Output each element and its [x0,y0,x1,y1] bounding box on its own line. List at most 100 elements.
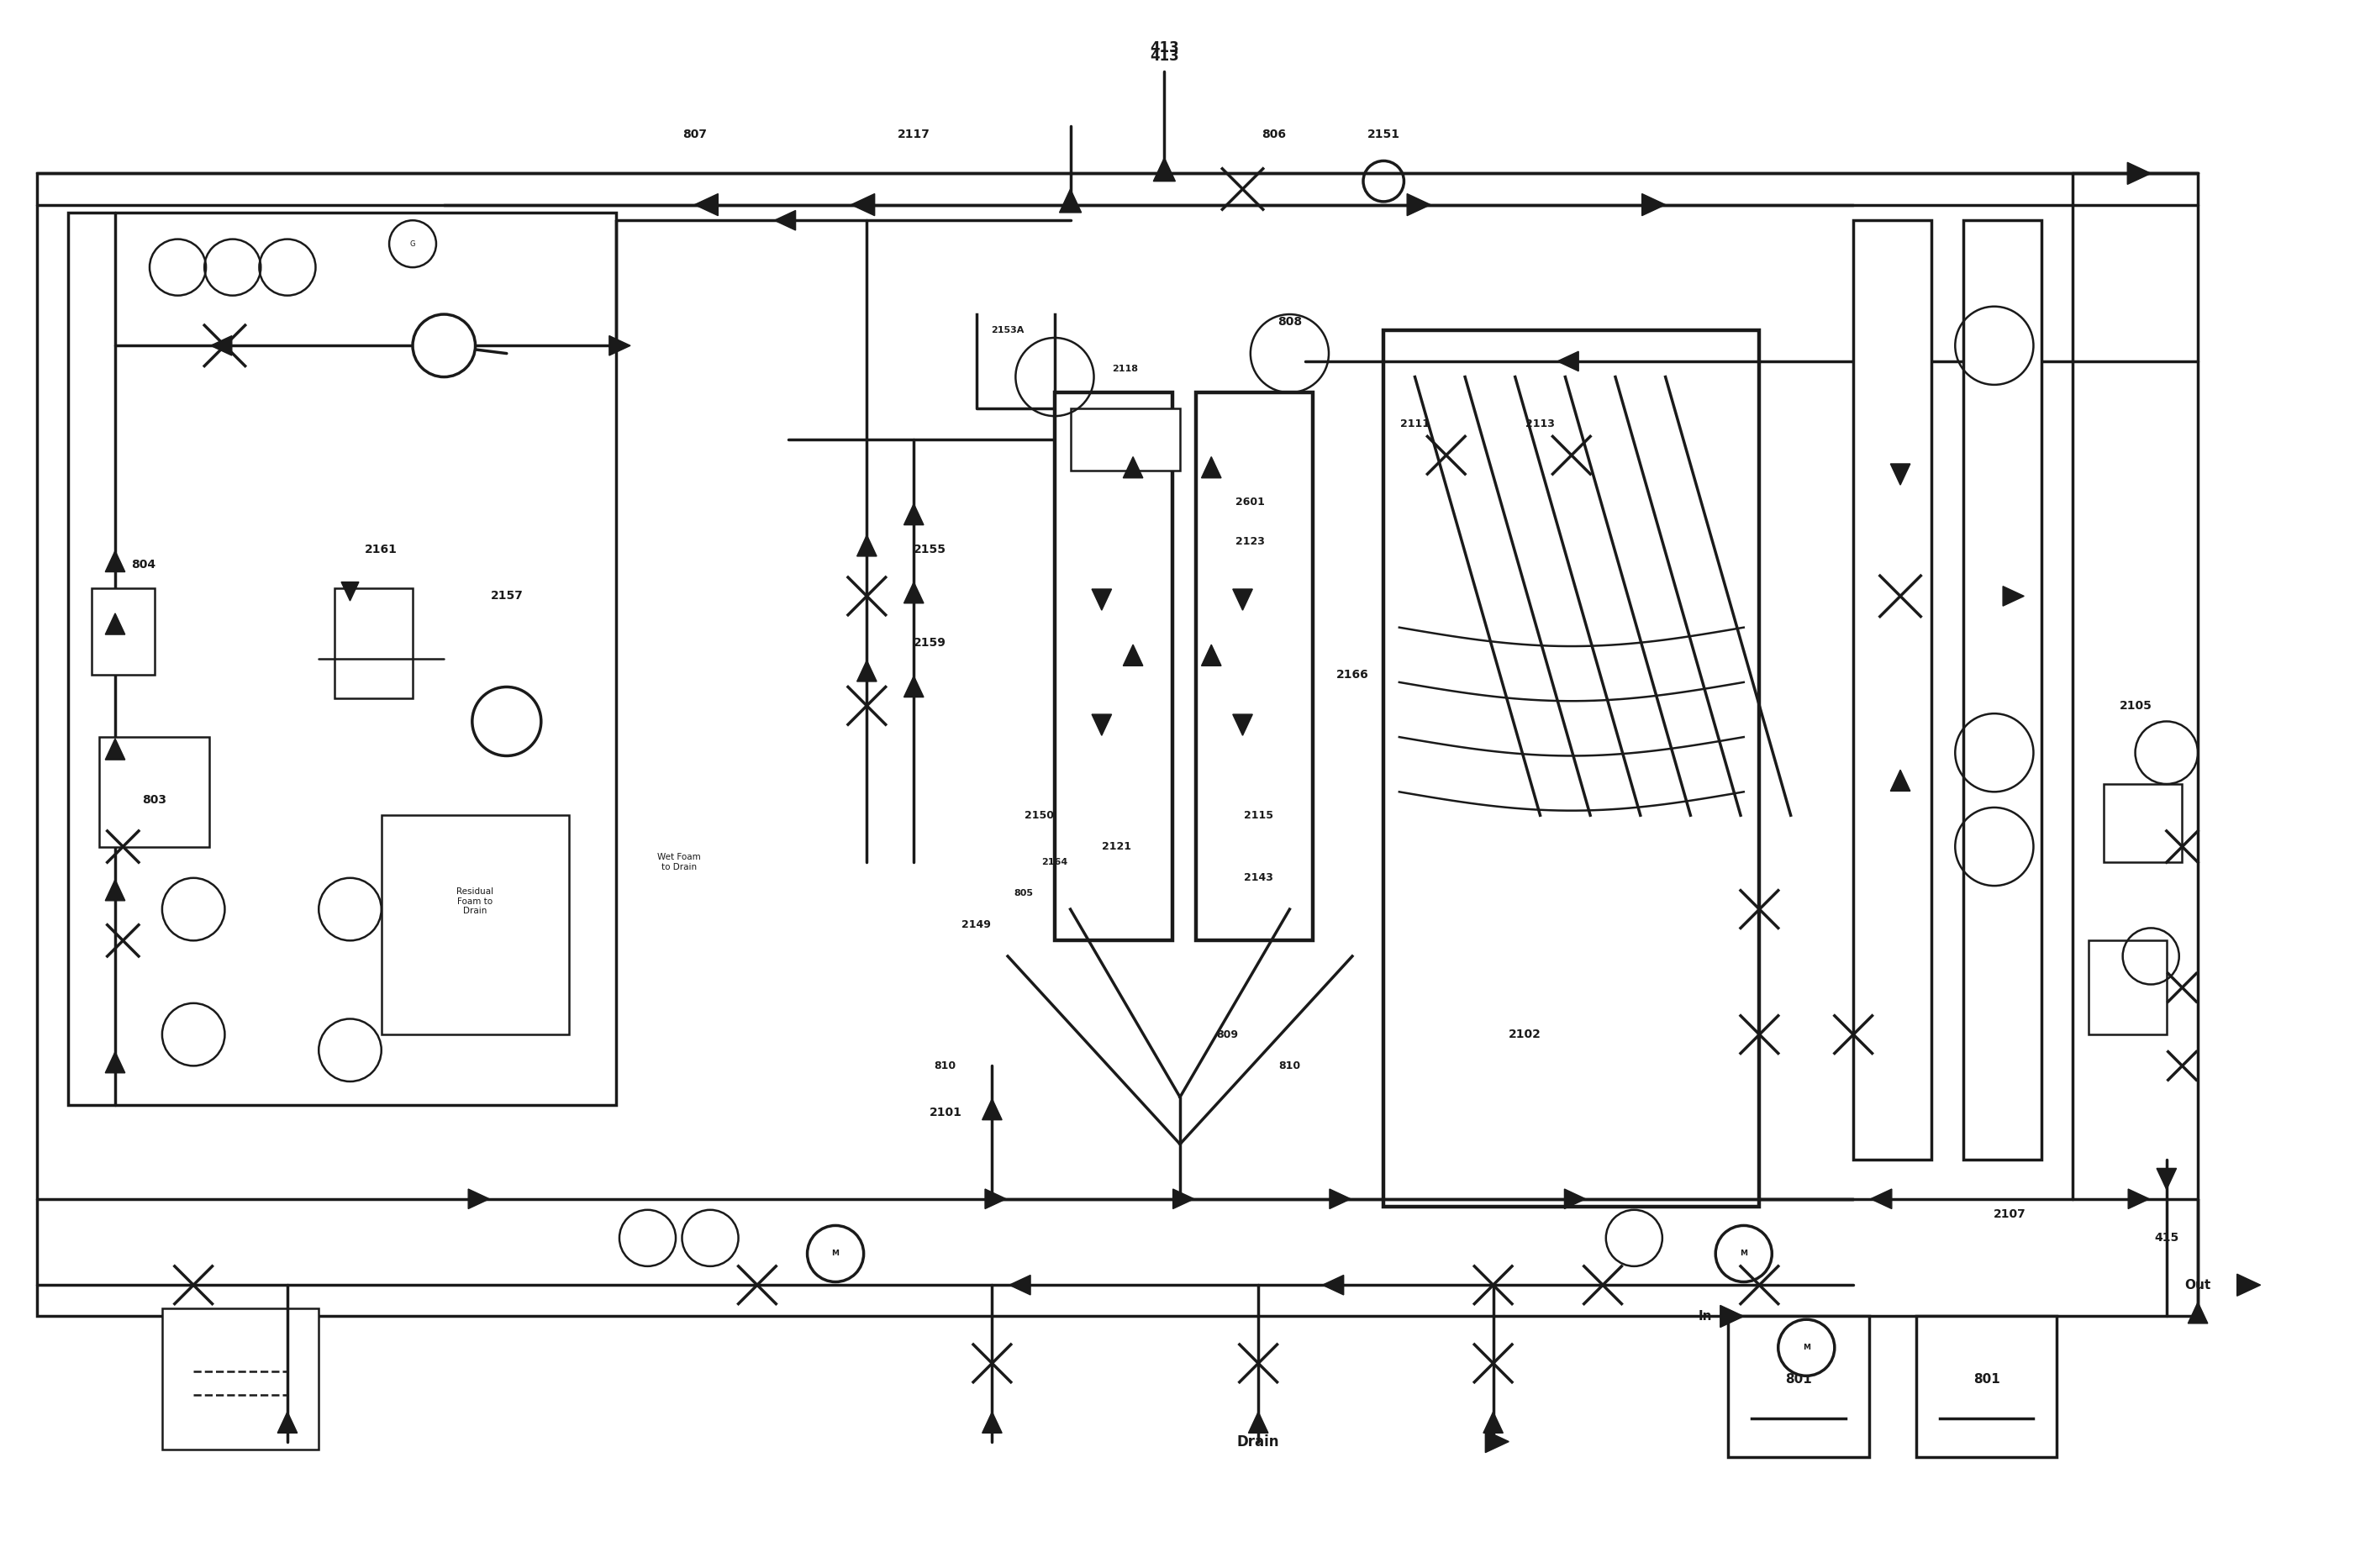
Circle shape [1777,1319,1834,1375]
Polygon shape [106,613,125,635]
Polygon shape [210,336,231,356]
Bar [382,815,569,1035]
Polygon shape [857,535,876,557]
Polygon shape [1154,158,1175,182]
Bar [1071,408,1180,470]
Polygon shape [982,1099,1003,1120]
Text: 2149: 2149 [963,919,991,930]
Text: 801: 801 [1784,1372,1812,1385]
Polygon shape [106,880,125,900]
Polygon shape [342,582,359,601]
Polygon shape [1173,1189,1194,1209]
Text: Drain: Drain [1237,1435,1279,1449]
Text: 415: 415 [2155,1232,2178,1243]
Polygon shape [1201,644,1220,666]
Bar [92,588,153,674]
Text: M: M [1739,1250,1746,1258]
Bar [1383,329,1761,1207]
Bar [335,588,413,698]
Text: 2101: 2101 [930,1107,963,1118]
Text: 805: 805 [1015,889,1034,898]
Polygon shape [904,582,923,604]
Text: 2115: 2115 [1244,809,1272,820]
Bar [99,737,210,847]
Bar [2089,941,2166,1035]
Polygon shape [1407,194,1430,216]
Bar [1853,221,1930,1160]
Text: 2107: 2107 [1994,1209,2027,1220]
Text: M: M [831,1250,840,1258]
Polygon shape [106,739,125,760]
Text: M: M [1803,1344,1810,1352]
Polygon shape [2004,586,2025,605]
Text: 810: 810 [1279,1060,1300,1071]
Text: 2166: 2166 [1336,668,1369,681]
Polygon shape [1123,644,1142,666]
Polygon shape [1093,590,1112,610]
Text: 2164: 2164 [1041,858,1067,867]
Text: 2157: 2157 [491,590,524,602]
Text: 2601: 2601 [1237,497,1265,508]
Text: 2161: 2161 [366,543,399,555]
Bar [1055,392,1173,941]
Bar [1197,392,1312,941]
Polygon shape [1565,1189,1586,1209]
Polygon shape [1484,1430,1508,1452]
Polygon shape [1871,1189,1893,1209]
Bar [1728,1316,1869,1457]
Polygon shape [1123,456,1142,478]
Polygon shape [1558,351,1579,372]
Circle shape [413,314,474,376]
Polygon shape [106,1052,125,1073]
Text: 413: 413 [1149,49,1180,64]
Text: 804: 804 [130,558,156,571]
Bar [1916,1316,2058,1457]
Bar [1964,221,2041,1160]
Polygon shape [1248,1411,1267,1433]
Text: 2159: 2159 [913,637,946,649]
Polygon shape [2129,1189,2150,1209]
Text: 2105: 2105 [2119,699,2152,712]
Text: 801: 801 [1973,1372,1999,1385]
Text: 2118: 2118 [1112,365,1138,373]
Polygon shape [774,210,795,230]
Polygon shape [984,1189,1005,1209]
Bar [163,1309,319,1449]
Polygon shape [1010,1275,1031,1295]
Circle shape [472,687,540,756]
Text: 2123: 2123 [1237,536,1265,547]
Polygon shape [694,194,717,216]
Text: 2155: 2155 [913,543,946,555]
Polygon shape [1643,194,1666,216]
Text: 2143: 2143 [1244,872,1272,883]
Text: 803: 803 [142,793,168,806]
Bar [2103,784,2183,862]
Circle shape [807,1226,864,1283]
Text: 413: 413 [1149,41,1180,56]
Polygon shape [852,194,876,216]
Polygon shape [904,676,923,698]
Text: 2121: 2121 [1102,840,1130,851]
Text: 807: 807 [682,129,706,140]
Polygon shape [904,503,923,525]
Polygon shape [1060,190,1081,213]
Text: 2151: 2151 [1366,129,1399,140]
Polygon shape [857,660,876,682]
Text: 2111: 2111 [1399,419,1430,430]
Polygon shape [1322,1275,1343,1295]
Polygon shape [1484,1411,1503,1433]
Text: 2117: 2117 [897,129,930,140]
Text: 2150: 2150 [1024,809,1055,820]
Text: 808: 808 [1277,317,1303,328]
Polygon shape [982,1411,1003,1433]
Text: 810: 810 [935,1060,956,1071]
Text: Wet Foam
to Drain: Wet Foam to Drain [656,853,701,872]
Polygon shape [1890,464,1909,485]
Circle shape [1716,1226,1772,1283]
Polygon shape [278,1411,297,1433]
Polygon shape [1720,1306,1744,1327]
Text: 2113: 2113 [1525,419,1555,430]
Text: ~: ~ [503,691,512,704]
Polygon shape [2157,1168,2176,1190]
Polygon shape [106,550,125,572]
